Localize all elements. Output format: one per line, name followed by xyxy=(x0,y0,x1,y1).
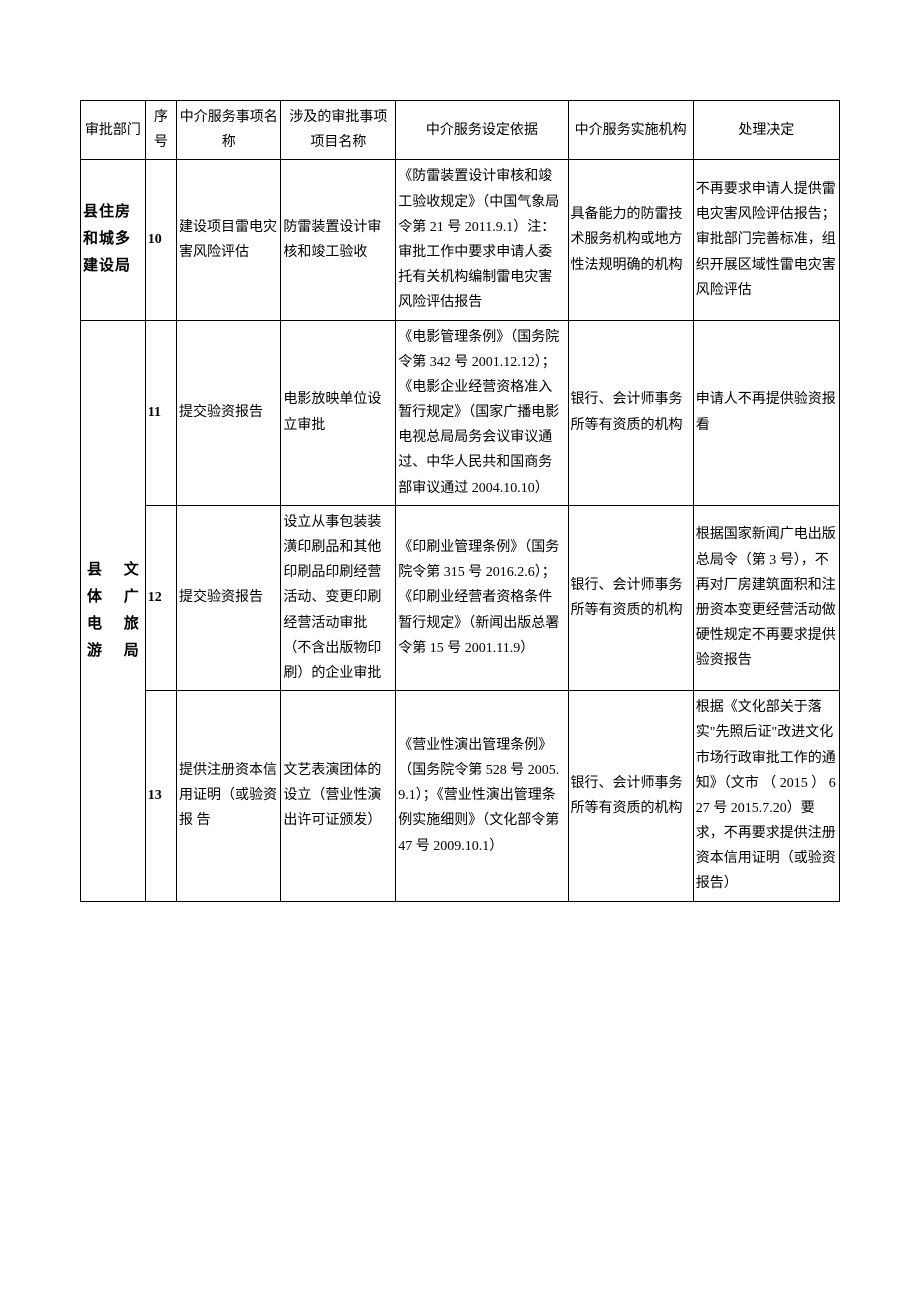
row-basis: 《电影管理条例》（国务院令第 342 号 2001.12.12）；《电影企业经营… xyxy=(396,320,568,505)
row-decision: 根据《文化部关于落实"先照后证"改进文化市场行政审批工作的通知》（文市 （ 20… xyxy=(693,691,839,902)
row-agency: 银行、会计师事务所等有资质的机构 xyxy=(568,505,693,690)
header-service: 中介服务事项名称 xyxy=(177,101,281,160)
row-num: 12 xyxy=(145,505,176,690)
header-agency: 中介服务实施机构 xyxy=(568,101,693,160)
row-decision: 不再要求申请人提供雷电灾害风险评估报告；审批部门完善标准，组织开展区域性雷电灾害… xyxy=(693,160,839,320)
row-decision: 根据国家新闻广电出版总局令（第 3 号），不再对厂房建筑面积和注册资本变更经营活… xyxy=(693,505,839,690)
dept-housing: 县住房和城多建设局 xyxy=(81,160,146,320)
row-agency: 银行、会计师事务所等有资质的机构 xyxy=(568,320,693,505)
row-agency: 具备能力的防雷技术服务机构或地方性法规明确的机构 xyxy=(568,160,693,320)
row-num: 11 xyxy=(145,320,176,505)
row-num: 13 xyxy=(145,691,176,902)
row-basis: 《印刷业管理条例》（国务院令第 315 号 2016.2.6）；《印刷业经营者资… xyxy=(396,505,568,690)
table-row: 12 提交验资报告 设立从事包装装潢印刷品和其他印刷品印刷经营活动、变更印刷经营… xyxy=(81,505,840,690)
dept-culture: 县 文体 广电 旅游局 xyxy=(81,320,146,901)
header-decision: 处理决定 xyxy=(693,101,839,160)
header-dept: 审批部门 xyxy=(81,101,146,160)
table-row: 县 文体 广电 旅游局 11 提交验资报告 电影放映单位设立审批 《电影管理条例… xyxy=(81,320,840,505)
row-service: 提交验资报告 xyxy=(177,505,281,690)
row-item: 设立从事包装装潢印刷品和其他印刷品印刷经营活动、变更印刷经营活动审批（不含出版物… xyxy=(281,505,396,690)
row-service: 提交验资报告 xyxy=(177,320,281,505)
row-item: 防雷装置设计审核和竣工验收 xyxy=(281,160,396,320)
table-row: 13 提供注册资本信用证明（或验资报 告 文艺表演团体的设立（营业性演出许可证颁… xyxy=(81,691,840,902)
row-num: 10 xyxy=(145,160,176,320)
row-item: 电影放映单位设立审批 xyxy=(281,320,396,505)
row-basis: 《防雷装置设计审核和竣工验收规定》（中国气象局令第 21 号 2011.9.1）… xyxy=(396,160,568,320)
table-header-row: 审批部门 序号 中介服务事项名称 涉及的审批事项项目名称 中介服务设定依据 中介… xyxy=(81,101,840,160)
row-item: 文艺表演团体的设立（营业性演出许可证颁发） xyxy=(281,691,396,902)
header-basis: 中介服务设定依据 xyxy=(396,101,568,160)
table-row: 县住房和城多建设局 10 建设项目雷电灾害风险评估 防雷装置设计审核和竣工验收 … xyxy=(81,160,840,320)
header-item: 涉及的审批事项项目名称 xyxy=(281,101,396,160)
header-num: 序号 xyxy=(145,101,176,160)
row-service: 提供注册资本信用证明（或验资报 告 xyxy=(177,691,281,902)
approval-table: 审批部门 序号 中介服务事项名称 涉及的审批事项项目名称 中介服务设定依据 中介… xyxy=(80,100,840,902)
row-basis: 《营业性演出管理条例》（国务院令第 528 号 2005.9.1）；《营业性演出… xyxy=(396,691,568,902)
row-agency: 银行、会计师事务所等有资质的机构 xyxy=(568,691,693,902)
row-service: 建设项目雷电灾害风险评估 xyxy=(177,160,281,320)
row-decision: 申请人不再提供验资报看 xyxy=(693,320,839,505)
